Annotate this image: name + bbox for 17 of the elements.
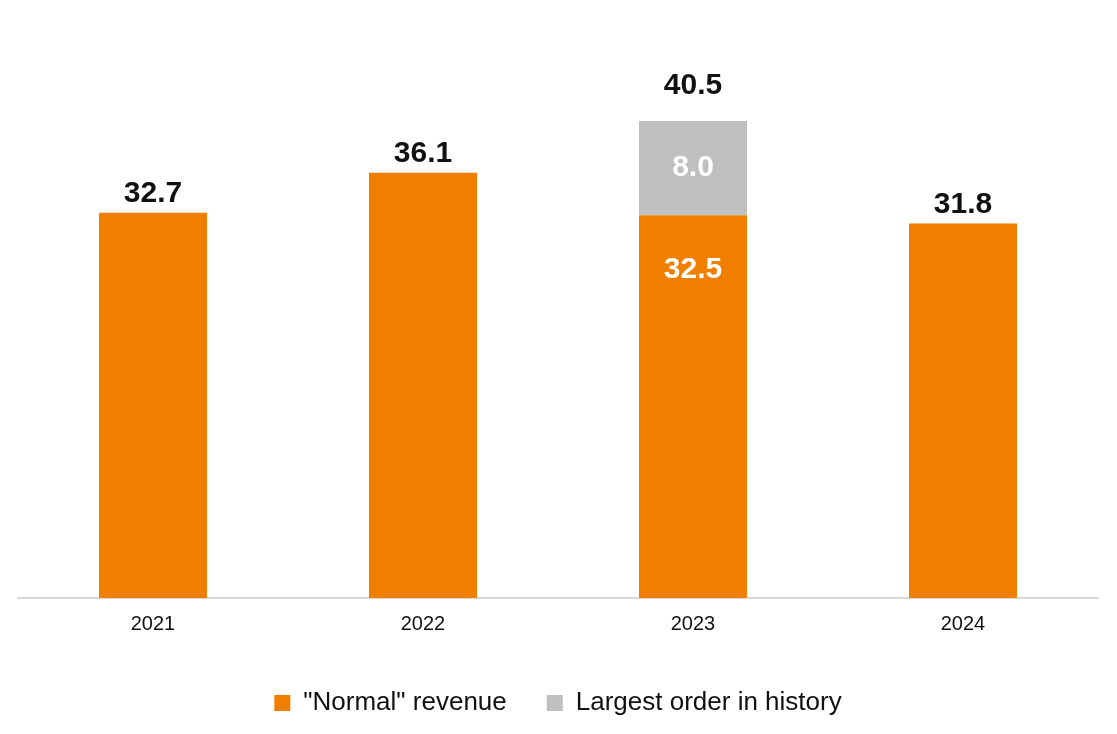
data-label: 32.5 [663,251,723,285]
x-tick-label: 2023 [670,611,716,634]
x-tick-label: 2021 [130,611,176,634]
legend-label: "Normal" revenue [303,686,507,717]
data-label: 32.7 [123,175,183,209]
x-tick-label: 2024 [940,611,986,634]
data-label: 8.0 [672,149,714,183]
bar [639,121,747,216]
bar [369,172,477,598]
data-label: 31.8 [933,185,993,219]
legend-label: Largest order in history [575,686,842,717]
data-label: 36.1 [393,135,453,169]
total-label: 40.5 [663,67,723,101]
x-tick-label: 2022 [400,611,446,634]
bar [99,212,207,598]
bar [909,223,1017,598]
bar [639,215,747,598]
